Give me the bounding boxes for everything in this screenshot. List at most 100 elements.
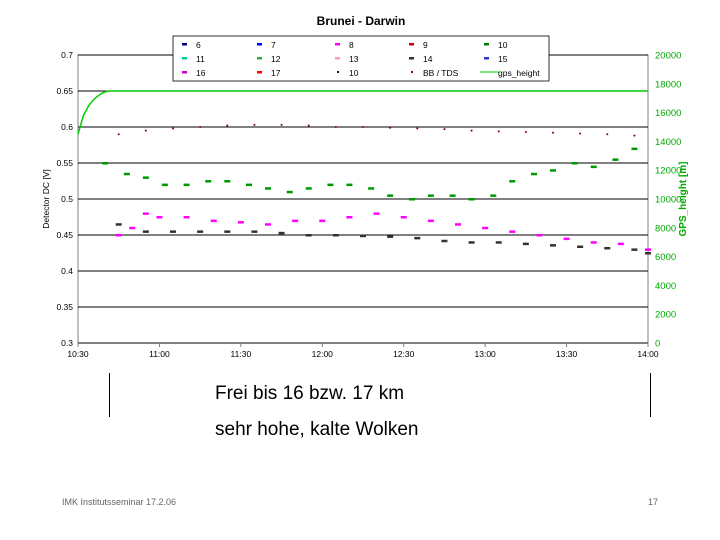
x-tick-label: 12:30 [393,349,415,359]
data-point [368,187,375,190]
data-point [280,123,283,126]
legend-swatch [182,71,187,74]
data-point [468,198,475,201]
data-point [509,230,516,233]
legend-label: BB / TDS [423,68,459,78]
data-point [427,219,434,223]
legend-label: 17 [271,68,281,78]
data-point [571,162,578,165]
data-point [129,226,136,230]
data-point [482,226,489,230]
y-tick-label: 0.7 [61,50,73,60]
data-point [360,234,366,238]
y2-axis-label: GPS_height [m] [678,161,689,236]
legend-swatch [335,43,340,46]
footer-right: 17 [648,497,659,507]
data-point [224,230,231,233]
data-point [199,126,202,128]
data-point [156,216,163,219]
legend-label: 13 [349,54,359,64]
data-point [633,134,636,137]
legend-swatch [410,70,414,74]
data-point [590,165,597,169]
y2-axis-ticks: 0 2000 4000 6000 8000 10000 12000 14000 16000 180… [655,51,681,350]
data-point [226,124,229,127]
data-point [115,234,122,237]
data-point [332,234,339,237]
data-point [334,126,337,128]
legend-label: 15 [498,54,508,64]
legend-label: 10 [349,68,359,78]
y2-tick-label: 18000 [655,79,681,90]
data-point [604,246,611,250]
data-point [645,252,651,255]
note-line-2: sehr hohe, kalte Wolken [215,419,419,440]
legend: 6 7 8 9 10 11 12 13 14 15 16 17 10 BB / TDS gps_height [172,35,550,82]
data-point [400,216,407,219]
data-point [183,216,190,219]
y2-tick-label: 6000 [655,252,676,263]
data-point [577,245,584,249]
y-tick-label: 0.3 [61,338,73,348]
legend-swatch [484,57,489,60]
data-point [443,128,446,131]
data-point [536,234,543,237]
data-point [224,180,231,183]
y2-tick-label: 20000 [655,51,681,62]
data-point [490,194,497,197]
data-point [205,180,212,183]
x-tick-label: 11:30 [231,349,252,359]
data-point [389,126,392,129]
data-point [102,162,109,165]
legend-label: 14 [423,54,433,64]
x-tick-label: 12:00 [312,349,334,359]
legend-swatch [335,57,340,60]
data-point [441,239,448,243]
data-point [362,126,364,128]
legend-box [172,35,550,82]
y2-tick-label: 16000 [655,108,681,119]
legend-label: 16 [196,68,206,78]
data-point [590,241,597,244]
data-point [265,187,271,190]
y2-tick-label: 4000 [655,281,676,292]
data-point [449,194,456,197]
data-point [305,187,312,190]
data-point [468,241,475,244]
data-point [550,169,556,172]
data-point [142,176,149,179]
y2-tick-label: 2000 [655,310,676,321]
data-point [246,183,252,187]
data-point [346,216,353,219]
data-point [210,219,217,223]
data-point [631,248,638,251]
y-tick-label: 0.6 [61,122,73,132]
data-point [161,183,168,187]
legend-swatch [182,43,187,46]
y-tick-label: 0.5 [61,194,73,204]
data-point [117,133,120,136]
data-point [278,231,285,235]
legend-swatch [257,71,262,74]
legend-label: 6 [196,40,201,50]
data-point [470,129,473,132]
footer-left: IMK Institutsseminar 17.2.06 [62,497,177,507]
data-point [645,248,651,251]
data-point [307,124,310,127]
data-point [606,133,609,136]
data-point [265,223,271,226]
data-point [170,230,176,233]
gridlines [78,54,648,344]
legend-label: gps_height [498,68,540,78]
legend-label: 7 [271,40,276,50]
data-point [387,235,394,238]
data-point [414,236,421,240]
y-tick-label: 0.55 [56,158,73,168]
data-point [612,158,619,161]
data-point [183,183,190,187]
data-point [387,194,394,197]
data-point [346,183,353,187]
data-marks [77,90,651,255]
data-point [497,130,500,133]
legend-label: 10 [498,40,508,50]
